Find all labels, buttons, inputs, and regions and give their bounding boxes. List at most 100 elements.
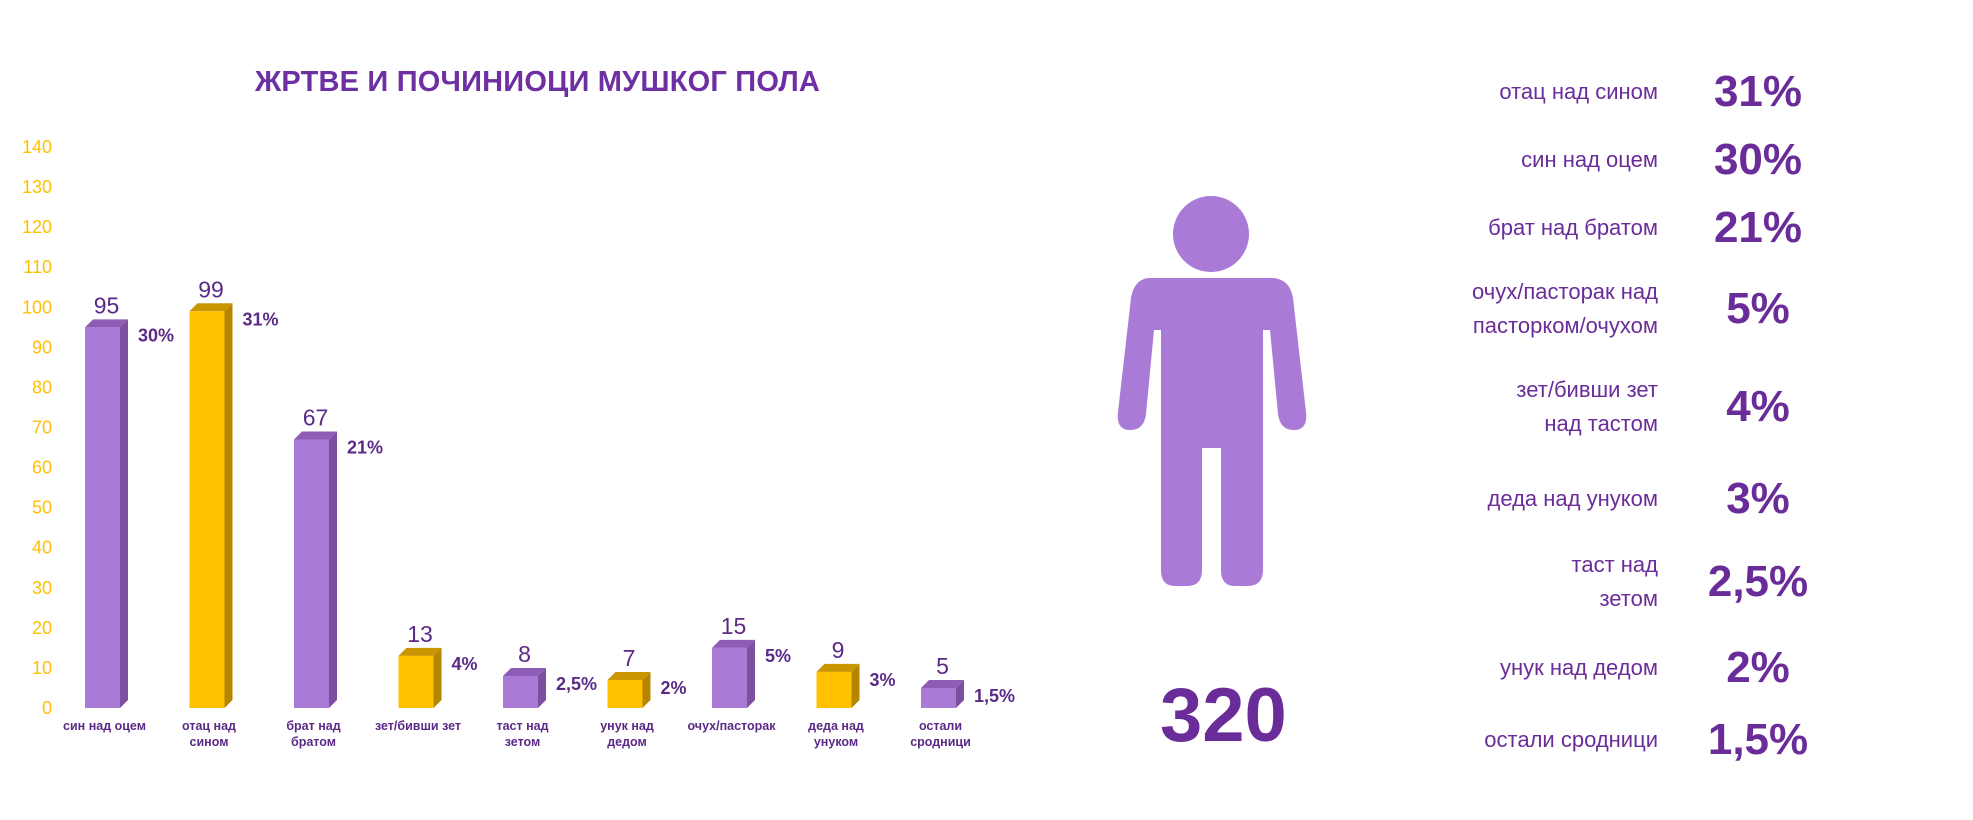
bar-percent-label: 21% <box>347 438 383 458</box>
person-icon <box>1110 190 1310 595</box>
category-label: деда над унуком <box>808 719 864 749</box>
legend-percent: 5% <box>1726 284 1790 333</box>
y-tick-label: 90 <box>32 337 52 357</box>
bar-side <box>224 303 233 708</box>
category-label: син над оцем <box>63 719 146 733</box>
bar-percent-label: 4% <box>452 654 478 674</box>
y-tick-label: 130 <box>22 177 52 197</box>
category-label: очух/пасторак <box>687 719 776 733</box>
chart-title: ЖРТВЕ И ПОЧИНИОЦИ МУШКОГ ПОЛА <box>255 66 821 98</box>
category-label: таст над зетом <box>496 719 548 749</box>
bar-value-label: 67 <box>303 405 329 431</box>
bar-top <box>712 639 755 648</box>
bar-top <box>189 303 233 312</box>
bar-value-label: 13 <box>407 621 433 647</box>
legend-row: брат над братом 21% <box>1380 193 1920 263</box>
bar-top <box>816 663 860 672</box>
y-tick-label: 10 <box>32 658 52 678</box>
legend-percent: 30% <box>1713 135 1803 184</box>
bar-top <box>503 667 546 676</box>
legend-percent: 2% <box>1726 643 1790 692</box>
legend-row: отац над сином 31% <box>1380 57 1920 127</box>
category-label: отац над сином <box>182 719 236 749</box>
legend-row: унук над дедом 2% <box>1380 633 1920 703</box>
legend-label: таст над зетом <box>1571 552 1658 611</box>
bar-value-label: 7 <box>623 645 636 671</box>
bar-percent-label: 2% <box>661 678 687 698</box>
bar-value-label: 95 <box>94 292 120 318</box>
bar-side <box>956 679 964 708</box>
legend-label: син над оцем <box>1521 147 1658 172</box>
legend-row: таст над зетом 2,5% <box>1380 547 1920 617</box>
y-tick-label: 60 <box>32 458 52 478</box>
y-tick-label: 0 <box>42 698 52 718</box>
y-tick-label: 80 <box>32 377 52 397</box>
y-tick-label: 40 <box>32 538 52 558</box>
y-tick-label: 50 <box>32 498 52 518</box>
y-tick-label: 20 <box>32 618 52 638</box>
legend-row: остали сродници 1,5% <box>1380 705 1920 775</box>
bar-side <box>329 431 337 708</box>
legend-label: деда над унуком <box>1487 486 1659 511</box>
bar <box>85 327 120 708</box>
bar <box>503 675 538 708</box>
legend-label: отац над сином <box>1499 79 1658 104</box>
bar-percent-label: 5% <box>765 646 791 666</box>
legend-row: очух/пасторак над пасторком/очухом 5% <box>1380 274 1920 344</box>
bar-value-label: 8 <box>518 641 531 667</box>
total-count: 320 <box>1160 673 1287 758</box>
bar-value-label: 15 <box>721 613 747 639</box>
bar <box>921 687 956 708</box>
legend-percent: 1,5% <box>1707 715 1809 764</box>
bar-side <box>851 663 860 708</box>
category-label: остали сродници <box>910 719 971 749</box>
bar-percent-label: 1,5% <box>974 686 1015 706</box>
bar-value-label: 9 <box>832 637 845 663</box>
bar <box>294 439 329 708</box>
legend-percent: 31% <box>1713 67 1803 116</box>
bar-value-label: 5 <box>936 653 949 679</box>
y-tick-label: 120 <box>22 217 52 237</box>
category-label: зет/бивши зет <box>375 719 461 733</box>
legend-percent: 3% <box>1726 474 1790 523</box>
legend-label: очух/пасторак над пасторком/очухом <box>1472 279 1658 338</box>
bar-value-label: 99 <box>198 276 224 302</box>
legend-percent: 2,5% <box>1707 557 1809 606</box>
bar-side <box>120 319 128 708</box>
bar <box>607 679 643 708</box>
bar-percent-label: 2,5% <box>556 674 597 694</box>
bar-top <box>398 647 442 656</box>
bar <box>712 647 747 708</box>
bar-top <box>85 319 128 328</box>
bar-side <box>538 667 546 708</box>
legend-label: брат над братом <box>1488 215 1658 240</box>
bar-percent-label: 30% <box>138 325 174 345</box>
bar-top <box>607 671 651 680</box>
bar <box>398 655 434 708</box>
bar-top <box>294 431 337 440</box>
y-tick-label: 70 <box>32 418 52 438</box>
legend-row: зет/бивши зет над тастом 4% <box>1380 372 1920 442</box>
legend-label: остали сродници <box>1484 727 1658 752</box>
bar-side <box>433 647 442 708</box>
bar-side <box>747 639 755 708</box>
legend-row: деда над унуком 3% <box>1380 464 1920 534</box>
legend-percent: 4% <box>1726 382 1790 431</box>
legend-row: син над оцем 30% <box>1380 125 1920 195</box>
y-tick-label: 30 <box>32 578 52 598</box>
category-label: унук над дедом <box>600 719 654 749</box>
bar <box>816 671 852 708</box>
legend-percent: 21% <box>1713 203 1803 252</box>
y-tick-label: 140 <box>22 137 52 157</box>
y-tick-label: 110 <box>23 257 52 277</box>
legend-label: зет/бивши зет над тастом <box>1516 377 1658 436</box>
bar-percent-label: 31% <box>243 309 279 329</box>
bar-percent-label: 3% <box>870 670 896 690</box>
legend-label: унук над дедом <box>1499 655 1658 680</box>
bar <box>189 311 225 708</box>
category-label: брат над братом <box>286 719 340 749</box>
bar-side <box>642 671 651 708</box>
y-tick-label: 100 <box>22 297 52 317</box>
bar-top <box>921 679 964 688</box>
